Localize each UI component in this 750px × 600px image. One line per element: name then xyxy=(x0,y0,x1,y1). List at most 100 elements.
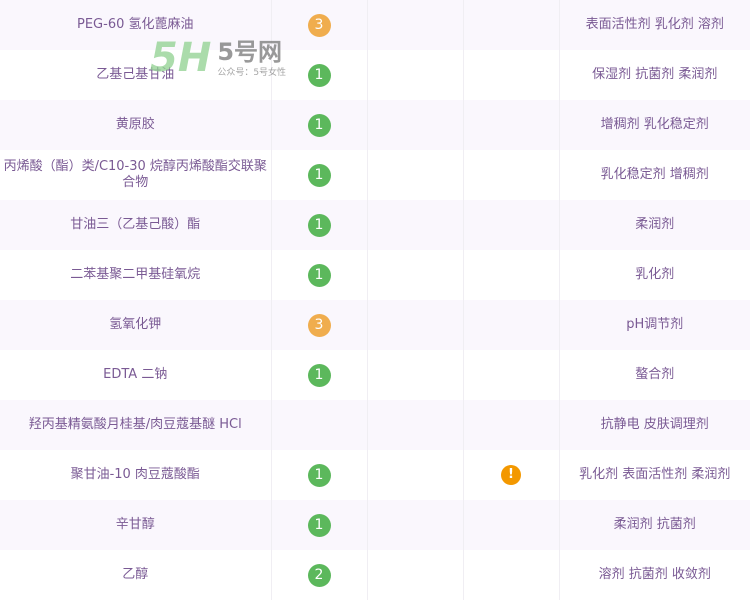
purpose-cell: 保湿剂 抗菌剂 柔润剂 xyxy=(559,50,750,100)
purpose-text: 乳化剂 xyxy=(635,267,675,282)
ingredient-name-text: 辛甘醇 xyxy=(115,517,155,532)
safety-score-cell: 1 xyxy=(271,150,368,200)
purpose-cell: 乳化稳定剂 增稠剂 xyxy=(559,150,750,200)
ingredient-name-text: PEG-60 氢化蓖麻油 xyxy=(77,17,194,32)
ingredient-name: 乙醇 xyxy=(0,550,272,600)
acne-risk-cell xyxy=(463,100,560,150)
acne-risk-cell xyxy=(463,400,560,450)
safety-score-badge: 1 xyxy=(307,263,331,287)
purpose-cell: 溶剂 抗菌剂 收敛剂 xyxy=(559,550,750,600)
active-cell xyxy=(367,550,464,600)
active-cell xyxy=(367,150,464,200)
safety-score-badge: 1 xyxy=(307,63,331,87)
active-cell xyxy=(367,200,464,250)
active-cell xyxy=(367,400,464,450)
safety-score-badge: 1 xyxy=(307,463,331,487)
purpose-text: 抗静电 皮肤调理剂 xyxy=(600,417,709,432)
warning-icon: ! xyxy=(501,465,521,485)
purpose-cell: 螯合剂 xyxy=(559,350,750,400)
acne-risk-cell xyxy=(463,350,560,400)
ingredient-name: 乙基己基甘油 xyxy=(0,50,272,100)
table-row: 丙烯酸（酯）类/C10-30 烷醇丙烯酸酯交联聚合物 1 乳化稳定剂 增稠剂 xyxy=(0,150,750,200)
acne-risk-cell xyxy=(463,300,560,350)
acne-risk-cell xyxy=(463,200,560,250)
ingredient-name: EDTA 二钠 xyxy=(0,350,272,400)
purpose-text: 柔润剂 xyxy=(635,217,675,232)
purpose-cell: 乳化剂 表面活性剂 柔润剂 xyxy=(559,450,750,500)
ingredient-name-text: 乙基己基甘油 xyxy=(96,67,175,82)
ingredient-name-text: 羟丙基精氨酸月桂基/肉豆蔻基醚 HCl xyxy=(28,417,242,432)
table-row: 甘油三（乙基己酸）酯 1 柔润剂 xyxy=(0,200,750,250)
safety-score-cell: 1 xyxy=(271,450,368,500)
purpose-text: 乳化剂 表面活性剂 柔润剂 xyxy=(579,467,731,482)
safety-score-cell: 1 xyxy=(271,200,368,250)
ingredient-name-text: 乙醇 xyxy=(122,567,149,582)
ingredient-name: 聚甘油-10 肉豆蔻酸酯 xyxy=(0,450,272,500)
table-row: PEG-60 氢化蓖麻油 3 表面活性剂 乳化剂 溶剂 xyxy=(0,0,750,50)
safety-score-cell: 1 xyxy=(271,50,368,100)
safety-score-badge: 1 xyxy=(307,513,331,537)
active-cell xyxy=(367,450,464,500)
safety-score-badge: 1 xyxy=(307,113,331,137)
purpose-cell: 柔润剂 xyxy=(559,200,750,250)
acne-risk-cell xyxy=(463,550,560,600)
ingredient-name: 氢氧化钾 xyxy=(0,300,272,350)
acne-risk-cell xyxy=(463,150,560,200)
active-cell xyxy=(367,300,464,350)
safety-score-cell: 3 xyxy=(271,300,368,350)
purpose-cell: 表面活性剂 乳化剂 溶剂 xyxy=(559,0,750,50)
purpose-text: 增稠剂 乳化稳定剂 xyxy=(600,117,709,132)
acne-risk-cell xyxy=(463,0,560,50)
acne-risk-cell: ! xyxy=(463,450,560,500)
table-row: 氢氧化钾 3 pH调节剂 xyxy=(0,300,750,350)
purpose-text: 溶剂 抗菌剂 收敛剂 xyxy=(598,567,711,582)
safety-score-cell: 1 xyxy=(271,500,368,550)
active-cell xyxy=(367,100,464,150)
active-cell xyxy=(367,250,464,300)
active-cell xyxy=(367,50,464,100)
table-row: 辛甘醇 1 柔润剂 抗菌剂 xyxy=(0,500,750,550)
acne-risk-cell xyxy=(463,50,560,100)
safety-score-cell: 1 xyxy=(271,250,368,300)
table-row: EDTA 二钠 1 螯合剂 xyxy=(0,350,750,400)
active-cell xyxy=(367,350,464,400)
purpose-text: 螯合剂 xyxy=(635,367,675,382)
table-row: 二苯基聚二甲基硅氧烷 1 乳化剂 xyxy=(0,250,750,300)
table-row: 乙基己基甘油 1 保湿剂 抗菌剂 柔润剂 xyxy=(0,50,750,100)
ingredient-name: 黄原胶 xyxy=(0,100,272,150)
safety-score-badge: 3 xyxy=(307,313,331,337)
purpose-cell: 抗静电 皮肤调理剂 xyxy=(559,400,750,450)
safety-score-cell: 1 xyxy=(271,350,368,400)
purpose-cell: 柔润剂 抗菌剂 xyxy=(559,500,750,550)
active-cell xyxy=(367,0,464,50)
safety-score-cell xyxy=(271,400,368,450)
safety-score-badge: 1 xyxy=(307,363,331,387)
safety-score-cell: 1 xyxy=(271,100,368,150)
table-row: 乙醇 2 溶剂 抗菌剂 收敛剂 xyxy=(0,550,750,600)
purpose-text: 乳化稳定剂 增稠剂 xyxy=(600,167,709,182)
acne-risk-cell xyxy=(463,250,560,300)
table-row: 羟丙基精氨酸月桂基/肉豆蔻基醚 HCl 抗静电 皮肤调理剂 xyxy=(0,400,750,450)
ingredient-name-text: 甘油三（乙基己酸）酯 xyxy=(70,217,201,232)
ingredient-name-text: 丙烯酸（酯）类/C10-30 烷醇丙烯酸酯交联聚合物 xyxy=(3,159,267,190)
safety-score-badge: 2 xyxy=(307,563,331,587)
safety-score-cell: 3 xyxy=(271,0,368,50)
purpose-cell: 乳化剂 xyxy=(559,250,750,300)
purpose-cell: pH调节剂 xyxy=(559,300,750,350)
safety-score-badge: 1 xyxy=(307,163,331,187)
ingredient-name-text: 黄原胶 xyxy=(115,117,155,132)
purpose-text: 柔润剂 抗菌剂 xyxy=(613,517,696,532)
safety-score-cell: 2 xyxy=(271,550,368,600)
ingredient-name: 二苯基聚二甲基硅氧烷 xyxy=(0,250,272,300)
ingredient-name-text: 聚甘油-10 肉豆蔻酸酯 xyxy=(70,467,200,482)
ingredient-name: 丙烯酸（酯）类/C10-30 烷醇丙烯酸酯交联聚合物 xyxy=(0,150,272,200)
table-row: 黄原胶 1 增稠剂 乳化稳定剂 xyxy=(0,100,750,150)
ingredient-name: 辛甘醇 xyxy=(0,500,272,550)
ingredient-name: 羟丙基精氨酸月桂基/肉豆蔻基醚 HCl xyxy=(0,400,272,450)
safety-score-badge: 1 xyxy=(307,213,331,237)
ingredient-name: PEG-60 氢化蓖麻油 xyxy=(0,0,272,50)
ingredient-name-text: EDTA 二钠 xyxy=(103,367,168,382)
purpose-text: pH调节剂 xyxy=(626,317,684,332)
ingredient-name-text: 氢氧化钾 xyxy=(109,317,162,332)
